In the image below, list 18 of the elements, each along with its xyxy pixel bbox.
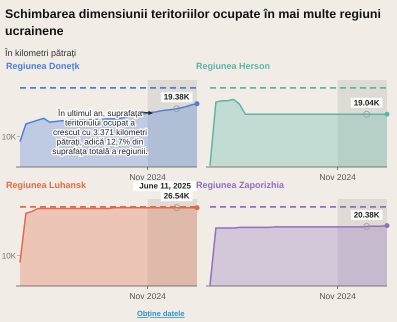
annotation: 19.04K xyxy=(354,98,380,108)
y-axis-title: 10K xyxy=(2,132,17,142)
text: Nov 2024 xyxy=(129,172,166,182)
text: Schimbarea dimensiunii teritoriilor ocupate în mai multe regiuni ucrainene xyxy=(5,7,381,38)
text: În kilometri pătrați xyxy=(4,48,76,58)
text: 26.54K xyxy=(164,192,190,201)
chart-title: Regiunea Donețk xyxy=(6,61,81,72)
text: 20.38K xyxy=(354,210,380,220)
chart-title: Regiunea Luhansk xyxy=(6,180,88,190)
text: Nov 2024 xyxy=(129,291,166,301)
text: June 11, 2025 xyxy=(139,182,192,191)
chart-title: Regiunea Zaporizhia xyxy=(196,180,286,190)
y-axis-title: 10K xyxy=(2,252,17,261)
text: Nov 2024 xyxy=(319,291,356,301)
text: 19.38K xyxy=(164,92,190,102)
annotation: În ultimul an, suprafața teritoriului ocupat a crescut cu 3.371 kilometri pătrați, adică 12,7% din suprafața totală a regiunii. xyxy=(52,108,148,156)
chart-title: Regiunea Herson xyxy=(196,61,270,71)
text: Nov 2024 xyxy=(319,172,356,182)
